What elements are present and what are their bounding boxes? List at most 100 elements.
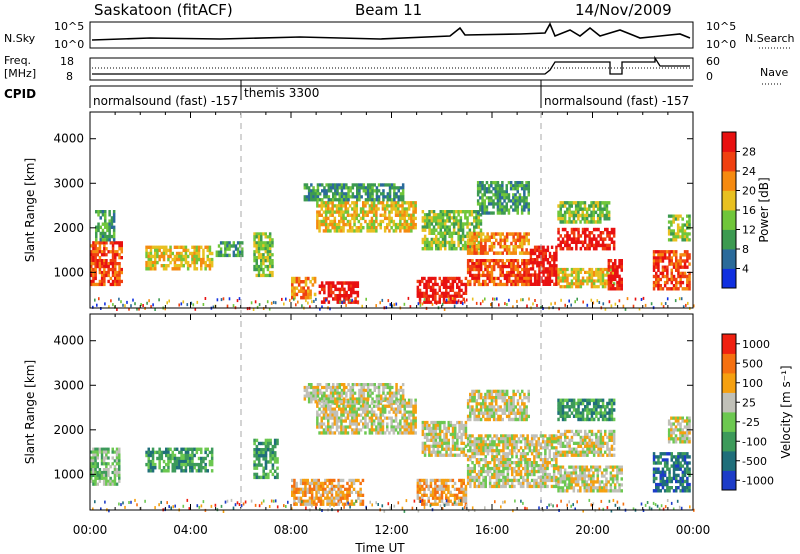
power-cell — [471, 248, 474, 252]
velocity-cell — [412, 413, 415, 417]
power-cell — [255, 247, 258, 251]
power-cell — [388, 186, 392, 190]
velocity-cell — [377, 407, 380, 411]
power-cell — [476, 193, 480, 197]
velocity-cell — [456, 420, 459, 425]
velocity-cell — [428, 432, 431, 437]
power-cell — [403, 207, 406, 211]
velocity-cell — [443, 453, 446, 457]
velocity-cell — [271, 451, 275, 455]
power-cell — [512, 259, 515, 263]
power-cell — [331, 204, 334, 208]
velocity-cell — [370, 410, 374, 414]
power-cell — [96, 241, 99, 245]
velocity-cell — [96, 473, 99, 477]
power-cell — [555, 245, 558, 249]
power-cell — [106, 225, 109, 229]
power-cell — [618, 262, 621, 266]
velocity-cell — [458, 453, 461, 457]
power-cell — [309, 295, 312, 300]
velocity-cell — [344, 425, 347, 429]
power-cell — [496, 184, 500, 188]
velocity-cell — [320, 422, 323, 426]
power-colorbar-swatch — [722, 132, 736, 152]
velocity-cell — [426, 438, 429, 442]
power-cell — [325, 298, 327, 302]
power-cell — [657, 274, 660, 279]
power-cell — [501, 202, 504, 206]
power-cell — [357, 226, 361, 230]
velocity-cell — [318, 407, 321, 411]
power-cell — [444, 240, 447, 245]
power-cell — [302, 286, 305, 290]
power-cell — [501, 190, 504, 194]
power-cell — [111, 279, 115, 284]
power-cell — [168, 299, 170, 303]
velocity-cell — [165, 469, 168, 473]
power-cell — [162, 257, 166, 262]
nsky-panel: N.Sky 10^5 10^0 10^5 10^0 N.Search — [4, 20, 795, 51]
velocity-cell — [347, 383, 350, 387]
velocity-cell — [362, 391, 366, 395]
power-cell — [667, 220, 671, 224]
velocity-cell — [337, 490, 340, 494]
velocity-cell — [447, 502, 450, 506]
power-cell — [219, 247, 223, 251]
velocity-cell — [333, 496, 336, 500]
power-cell — [458, 279, 461, 284]
velocity-cell — [264, 463, 268, 467]
velocity-cell — [416, 496, 420, 500]
power-cell — [686, 287, 689, 291]
velocity-cell — [102, 473, 106, 477]
velocity-cell — [412, 428, 415, 432]
velocity-cell — [299, 499, 303, 503]
power-cell — [514, 208, 517, 212]
power-cell — [564, 303, 566, 307]
power-cell — [405, 219, 409, 224]
power-cell — [382, 183, 385, 187]
cpid-segment-1: normalsound (fast) -157 — [93, 94, 238, 108]
power-cell — [479, 273, 483, 278]
velocity-cell — [167, 456, 170, 461]
velocity-cell — [321, 490, 325, 494]
power-cell — [375, 226, 378, 230]
velocity-cell — [276, 460, 279, 464]
power-cell — [98, 244, 102, 248]
velocity-cell — [349, 400, 352, 404]
velocity-cell — [340, 419, 343, 423]
power-cell — [432, 228, 436, 232]
power-cell — [595, 240, 598, 244]
velocity-region — [145, 447, 214, 473]
power-cell — [107, 273, 110, 278]
velocity-cell — [330, 487, 334, 491]
power-cell — [683, 274, 687, 279]
velocity-cell — [107, 482, 110, 486]
power-cell — [505, 259, 509, 263]
velocity-cell — [447, 496, 450, 500]
power-cell — [99, 216, 102, 220]
power-cell — [521, 241, 524, 246]
velocity-cell — [255, 444, 259, 449]
power-cell — [484, 245, 487, 249]
power-cell — [94, 241, 97, 245]
power-cell — [232, 253, 235, 258]
power-cell — [324, 213, 328, 217]
velocity-cell — [349, 385, 352, 390]
power-cell — [542, 264, 545, 268]
power-cell — [538, 248, 541, 253]
power-cell — [429, 279, 433, 284]
power-cell — [208, 248, 212, 253]
power-cell — [527, 262, 530, 266]
velocity-cell — [107, 468, 110, 472]
power-cell — [457, 222, 460, 226]
power-cell — [614, 271, 617, 275]
power-cell — [167, 264, 170, 268]
velocity-cell — [384, 383, 387, 387]
velocity-cell — [189, 447, 192, 451]
power-cell — [490, 270, 494, 275]
power-cell — [346, 210, 350, 214]
power-cell — [182, 257, 185, 262]
velocity-cell — [325, 394, 328, 398]
velocity-cell — [340, 388, 344, 392]
velocity-cell — [451, 429, 455, 434]
